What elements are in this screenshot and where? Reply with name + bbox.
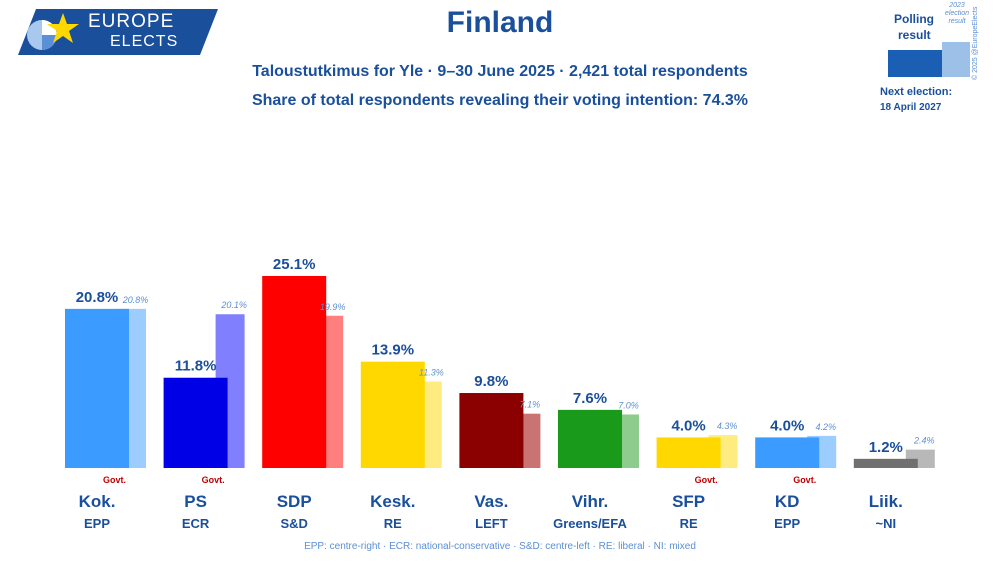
poll-value-label: 20.8% — [76, 289, 119, 306]
copyright: © 2025 @EuropeElects — [972, 2, 982, 82]
chart-title: Finland — [446, 6, 554, 39]
party-label: Liik. — [868, 492, 903, 511]
next-election-label: Next election: — [880, 86, 953, 98]
poll-bar — [360, 361, 425, 468]
govt-label: Govt. — [201, 475, 225, 485]
poll-value-label: 11.8% — [175, 358, 217, 375]
logo-line-1: EUROPE — [88, 11, 175, 32]
group-label: EPP — [83, 516, 110, 531]
election-value-label: 7.1% — [520, 400, 541, 410]
chart-subtitle-2: Share of total respondents revealing the… — [251, 92, 749, 109]
legend-election-label: 2023 election result — [944, 2, 970, 25]
election-value-label: 4.2% — [815, 422, 836, 432]
next-election-date: 18 April 2027 — [880, 102, 942, 113]
govt-label: Govt. — [694, 475, 718, 485]
party-label: Vas. — [474, 492, 509, 511]
legend-election-swatch — [942, 42, 970, 77]
party-label: Vihr. — [571, 492, 609, 511]
group-label: S&D — [280, 516, 308, 531]
group-label: LEFT — [475, 516, 508, 531]
election-value-label: 19.9% — [320, 302, 346, 312]
party-label: Kok. — [78, 492, 116, 511]
legend-polling-label-2: result — [898, 28, 931, 42]
party-label: KD — [774, 492, 800, 511]
party-label: Kesk. — [370, 492, 416, 511]
election-value-label: 7.0% — [618, 400, 639, 410]
copyright-text: © 2025 @EuropeElects — [972, 6, 979, 80]
group-label: RE — [383, 516, 402, 531]
poll-bar — [558, 409, 622, 468]
poll-value-label: 1.2% — [869, 439, 903, 456]
group-label: ECR — [181, 516, 210, 531]
poll-bar — [65, 308, 129, 468]
poll-bar — [755, 437, 820, 468]
election-value-label: 11.3% — [419, 368, 444, 378]
party-label: SDP — [276, 492, 312, 511]
poll-value-label: 7.6% — [573, 390, 607, 407]
logo-line-2: ELECTS — [110, 33, 179, 50]
group-label: Greens/EFA — [553, 516, 627, 531]
poll-bar — [262, 275, 327, 468]
chart-subtitle: Taloustutkimus for Yle · 9–30 June 2025 … — [252, 63, 748, 80]
poll-bar — [853, 458, 918, 468]
group-label: ~NI — [875, 516, 897, 531]
govt-label: Govt. — [103, 475, 127, 485]
group-label: EPP — [774, 516, 801, 531]
election-value-label: 20.1% — [220, 300, 247, 310]
poll-bar — [459, 393, 524, 468]
poll-value-label: 4.0% — [770, 417, 804, 434]
legend: Polling result 2023 election result © 20… — [880, 0, 998, 120]
footnote: EPP: centre-right · ECR: national-conser… — [304, 541, 696, 552]
election-value-label: 20.8% — [122, 295, 149, 305]
election-value-label: 4.3% — [717, 421, 738, 431]
election-value-label: 2.4% — [913, 436, 935, 446]
poll-value-label: 9.8% — [474, 373, 508, 390]
group-label: RE — [679, 516, 698, 531]
govt-label: Govt. — [793, 475, 817, 485]
poll-value-label: 13.9% — [372, 342, 415, 359]
legend-polling-label-1: Polling — [894, 12, 934, 26]
poll-bar — [163, 377, 228, 468]
party-label: SFP — [672, 492, 706, 511]
bar-chart: 20.8% 20.8% 11.8% 20.1% 25.1% 19.9% 13.9% 11.3%… — [65, 256, 935, 468]
legend-polling-swatch — [888, 50, 950, 77]
poll-value-label: 25.1% — [273, 256, 316, 273]
europe-elects-logo: EUROPE ELECTS — [18, 9, 218, 55]
party-label: PS — [184, 492, 207, 511]
category-labels: Govt. Kok. EPP Govt. PS ECR SDP S&D Kesk. RE Vas. L… — [0, 470, 1000, 540]
poll-value-label: 4.0% — [671, 417, 705, 434]
poll-bar — [656, 437, 721, 468]
